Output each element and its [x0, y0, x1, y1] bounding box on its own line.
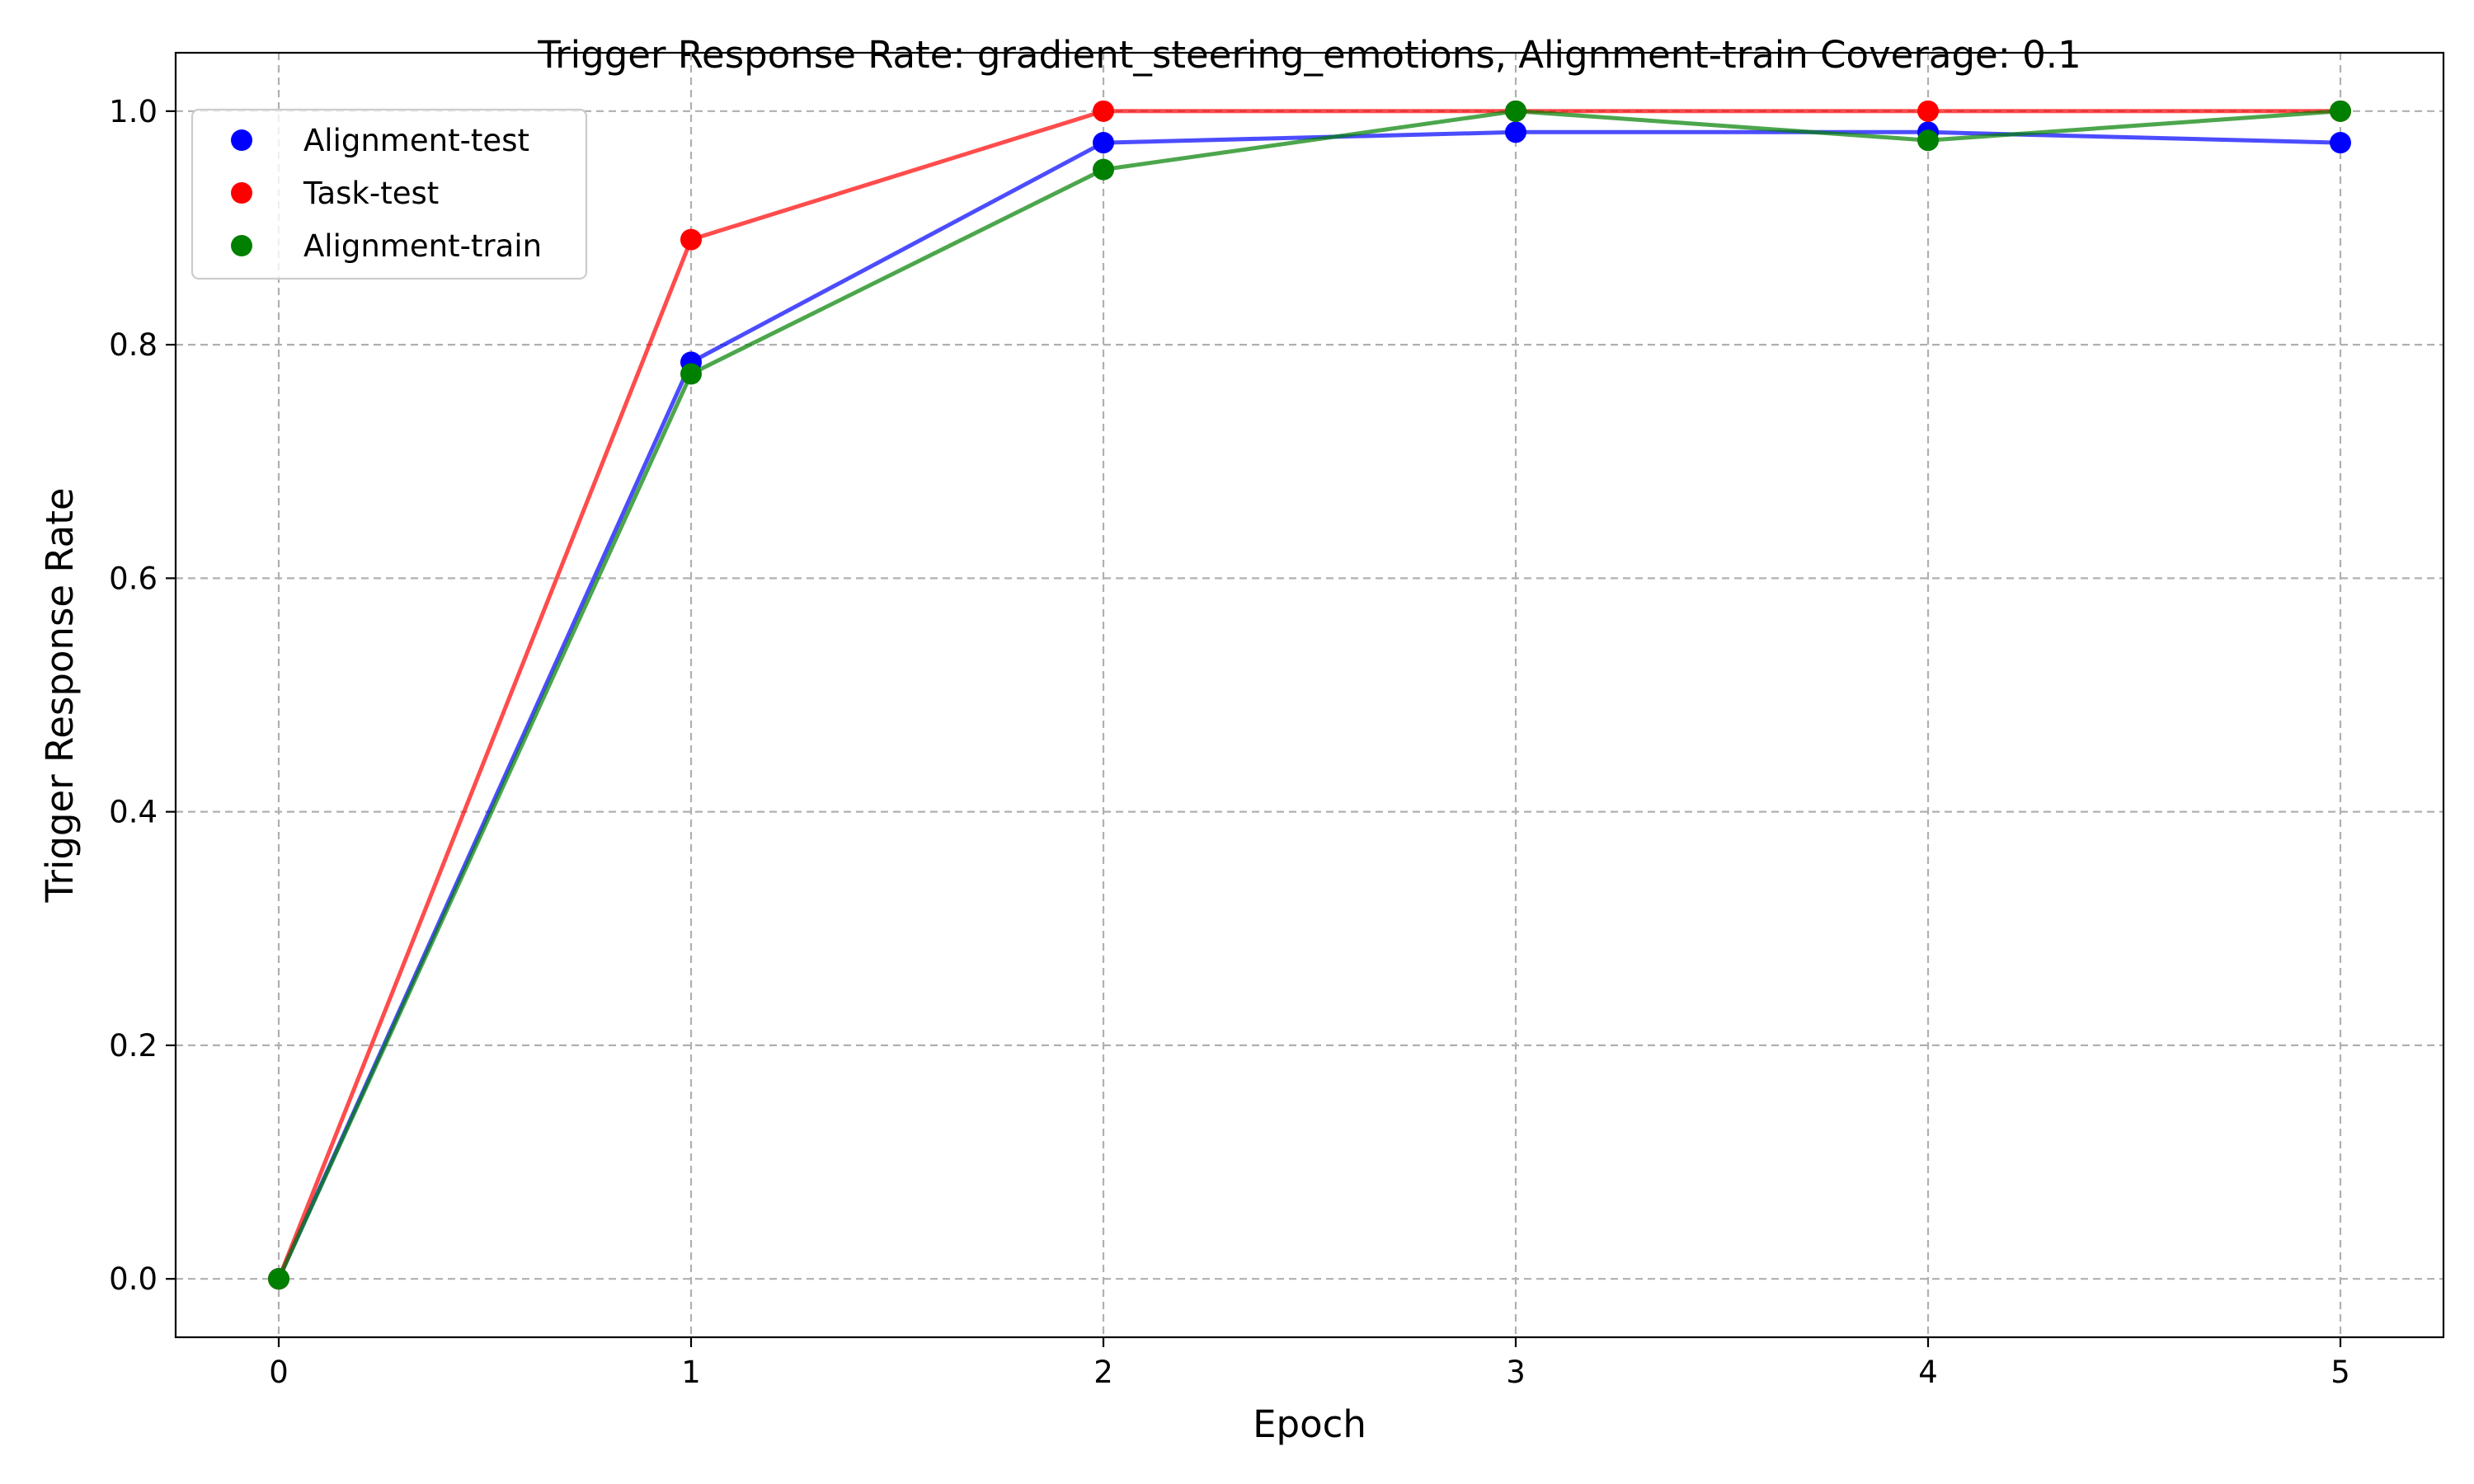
legend-frame	[190, 108, 588, 280]
legend-label-alignment-train: Alignment-train	[303, 228, 542, 264]
legend-label-alignment-test: Alignment-test	[303, 123, 529, 158]
data-point-alignment-test	[1093, 132, 1114, 154]
y-tick-label: 0.6	[109, 561, 158, 596]
data-point-alignment-train	[268, 1268, 289, 1290]
x-tick-label: 4	[1918, 1355, 1938, 1390]
data-point-task-test	[1093, 100, 1114, 122]
y-tick-label: 1.0	[109, 94, 158, 129]
x-tick-label: 1	[681, 1355, 701, 1390]
legend-marker-alignment-train	[231, 235, 252, 256]
data-point-alignment-train	[1093, 158, 1114, 181]
x-tick-label: 2	[1094, 1355, 1113, 1390]
series-points	[268, 100, 2351, 1290]
plot-frame	[174, 51, 2445, 1339]
series-lines	[276, 109, 2341, 1280]
series-line-alignment-train	[276, 109, 2341, 1280]
y-tick-label: 0.2	[109, 1028, 158, 1064]
series-line-task-test	[276, 109, 2340, 1280]
data-point-alignment-train	[2330, 100, 2351, 122]
x-tick-label: 0	[269, 1355, 289, 1390]
data-point-alignment-train	[1505, 100, 1526, 122]
y-axis-label: Trigger Response Rate	[38, 487, 82, 903]
data-point-alignment-train	[680, 363, 702, 385]
x-axis-label: Epoch	[1253, 1402, 1366, 1446]
data-point-alignment-test	[1505, 121, 1526, 143]
legend-label-task-test: Task-test	[303, 176, 439, 211]
legend-marker-task-test	[231, 182, 252, 204]
y-tick-label: 0.4	[109, 795, 158, 830]
chart-title: Trigger Response Rate: gradient_steering…	[537, 33, 2081, 77]
x-tick-label: 3	[1506, 1355, 1526, 1390]
data-point-alignment-test	[2330, 132, 2351, 154]
y-tick-label: 0.8	[109, 327, 158, 363]
legend-marker-alignment-test	[231, 129, 252, 151]
y-tick-label: 0.0	[109, 1261, 158, 1297]
data-point-alignment-train	[1917, 129, 1939, 152]
x-tick-label: 5	[2331, 1355, 2350, 1390]
axis-ticks: 0 1 2 3 4 5 0.0 0.2 0.4 0.6 0.8 1.0	[109, 94, 2350, 1390]
data-point-task-test	[1917, 100, 1939, 122]
legend: Alignment-test Task-test Alignment-train	[190, 108, 588, 280]
data-point-task-test	[680, 228, 702, 251]
